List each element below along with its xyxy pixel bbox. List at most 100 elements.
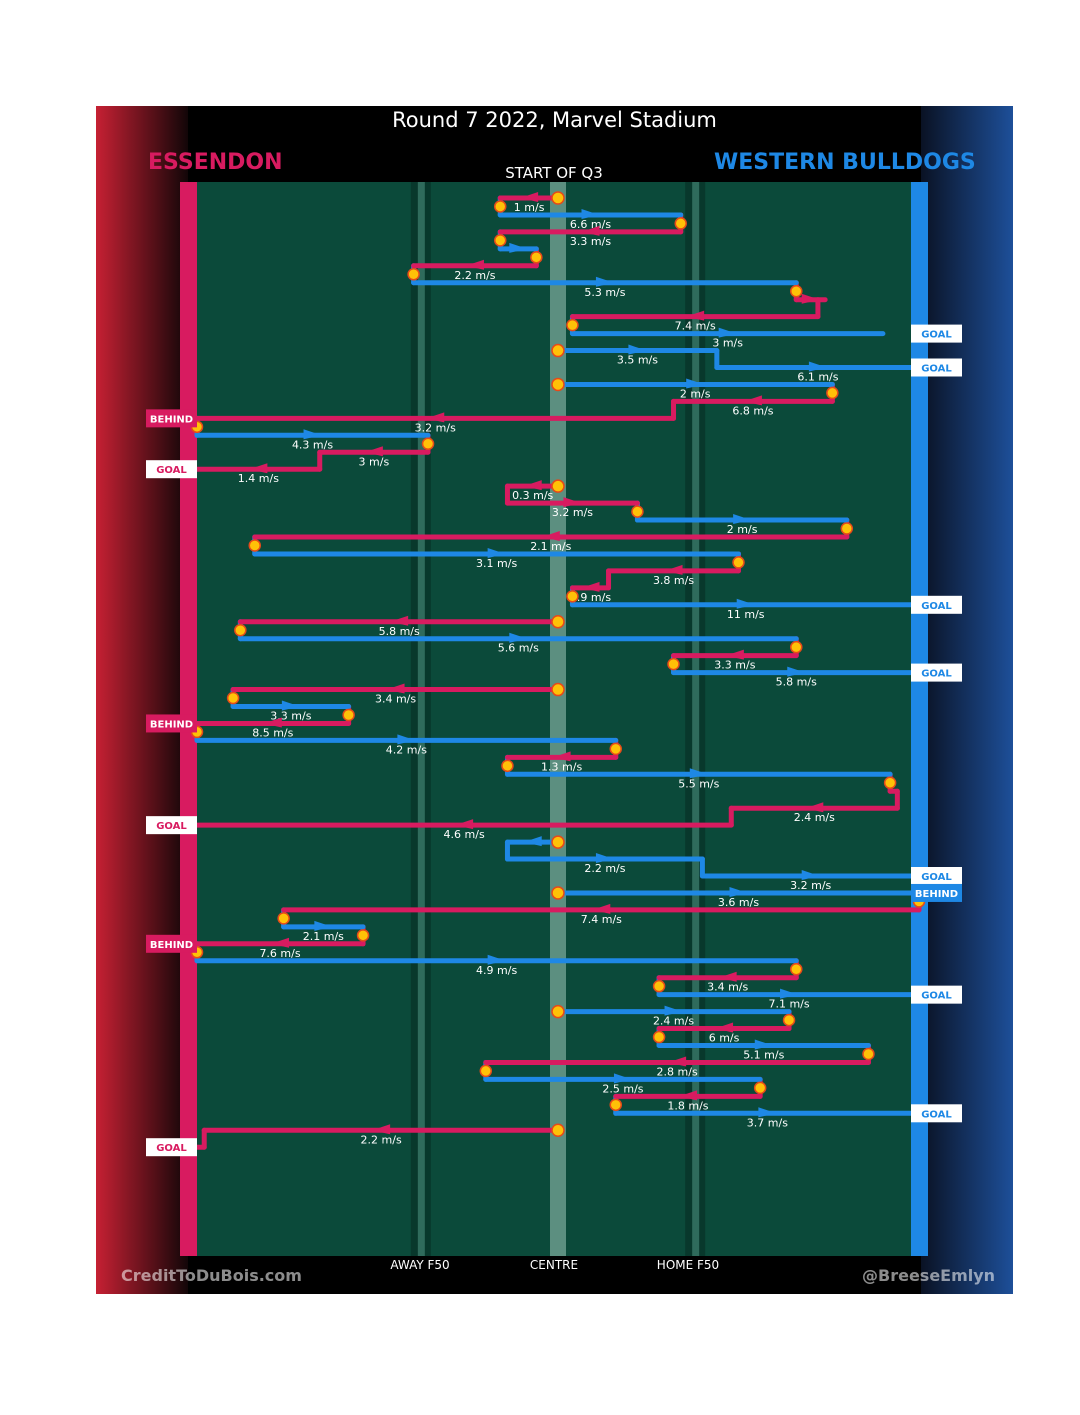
turnover-marker xyxy=(790,962,803,976)
chart-subtitle: START OF Q3 xyxy=(505,164,603,182)
speed-label: 1.8 m/s xyxy=(667,1099,708,1112)
direction-arrow xyxy=(426,412,445,423)
turnover-marker xyxy=(790,640,803,654)
speed-label: 3.5 m/s xyxy=(617,354,658,367)
direction-arrow xyxy=(509,632,528,643)
outcome-tag-goal: GOAL xyxy=(921,669,952,680)
speed-label: 3.6 m/s xyxy=(718,896,759,909)
speed-label: 3.2 m/s xyxy=(790,879,831,892)
turnover-marker xyxy=(826,386,839,400)
direction-arrow xyxy=(509,242,528,253)
turnover-marker xyxy=(277,912,290,925)
restart-marker xyxy=(551,377,565,392)
direction-arrow xyxy=(628,344,647,355)
x-tick-home-f50: HOME F50 xyxy=(656,1258,720,1272)
speed-label: 7.4 m/s xyxy=(581,913,622,926)
speed-label: 5.6 m/s xyxy=(498,642,539,655)
speed-label: 3.4 m/s xyxy=(375,693,416,706)
direction-arrow xyxy=(303,429,322,440)
speed-label: 2.2 m/s xyxy=(454,269,495,282)
speed-label: 3.4 m/s xyxy=(707,981,748,994)
speed-label: 4.6 m/s xyxy=(444,828,485,841)
direction-arrow xyxy=(715,1022,734,1033)
speed-label: 6 m/s xyxy=(709,1032,740,1045)
chart-poster: 1 m/s 6.6 m/s 3.3 m/s 2.2 m/s 5.3 m/s 7.4 m/s… xyxy=(96,106,1013,1294)
direction-arrow xyxy=(805,802,824,813)
direction-arrow xyxy=(552,751,571,762)
outcome-tag-goal: GOAL xyxy=(156,821,187,832)
outcome-tag-box xyxy=(146,934,197,953)
speed-label: 7.4 m/s xyxy=(675,320,716,333)
speed-label: 6.8 m/s xyxy=(732,404,773,417)
restart-marker xyxy=(551,1123,565,1137)
direction-arrow xyxy=(595,853,614,864)
credit-right: @BreeseEmlyn xyxy=(862,1266,996,1285)
turnover-marker xyxy=(407,268,420,281)
restart-marker xyxy=(551,343,565,358)
speed-label: 2.4 m/s xyxy=(794,811,835,824)
home-f50-line xyxy=(692,182,700,1256)
outcome-tag-behind: BEHIND xyxy=(150,719,193,730)
speed-label: 0.3 m/s xyxy=(512,489,553,502)
turnover-marker xyxy=(609,1098,623,1112)
direction-arrow xyxy=(487,547,506,558)
direction-arrow xyxy=(780,988,799,999)
restart-marker xyxy=(551,886,565,900)
direction-arrow xyxy=(801,870,820,880)
turnover-marker xyxy=(652,1030,666,1044)
speed-label: 7.1 m/s xyxy=(768,998,809,1011)
direction-arrow xyxy=(718,327,737,338)
turnover-marker xyxy=(862,1047,875,1061)
direction-arrow xyxy=(689,768,708,779)
speed-label: 4.9 m/s xyxy=(476,964,517,977)
speed-label: 3.1 m/s xyxy=(476,557,517,570)
centre-band xyxy=(550,182,566,1256)
direction-arrow xyxy=(595,276,614,287)
outcome-tag-box xyxy=(146,1138,197,1157)
speed-label: 5.8 m/s xyxy=(776,676,817,689)
credit-left: CreditToDuBois.com xyxy=(121,1266,302,1285)
speed-label: 3 m/s xyxy=(712,337,743,350)
direction-arrow xyxy=(664,1005,683,1016)
speed-label: 2.2 m/s xyxy=(361,1133,402,1146)
direction-arrow xyxy=(718,971,737,982)
direction-arrow xyxy=(733,514,752,525)
speed-label: 2 m/s xyxy=(680,387,711,400)
speed-label: 3 m/s xyxy=(359,455,390,468)
direction-arrow xyxy=(263,717,282,728)
turnover-marker xyxy=(782,1013,796,1027)
direction-arrow xyxy=(581,225,600,236)
outcome-tag-box xyxy=(911,883,962,902)
direction-arrow xyxy=(372,1124,391,1135)
outcome-tag-box xyxy=(146,714,197,733)
outcome-tag-goal: GOAL xyxy=(156,1143,187,1154)
direction-arrow xyxy=(754,1039,773,1050)
chart-title: Round 7 2022, Marvel Stadium xyxy=(392,108,717,132)
direction-arrow xyxy=(465,259,484,270)
outcome-tag-behind: BEHIND xyxy=(915,889,958,900)
direction-arrow xyxy=(592,903,611,914)
outcome-tag-box xyxy=(146,460,197,479)
speed-label: 5.3 m/s xyxy=(584,286,625,299)
direction-arrow xyxy=(743,395,762,406)
direction-arrow xyxy=(686,310,705,321)
speed-label: 7.6 m/s xyxy=(259,947,300,960)
outcome-tag-box xyxy=(911,867,962,885)
speed-label: 2.5 m/s xyxy=(602,1082,643,1095)
direction-arrow xyxy=(668,1056,687,1067)
direction-arrow xyxy=(281,700,300,711)
turnover-marker xyxy=(753,1081,767,1095)
turnover-marker xyxy=(667,657,680,671)
restart-marker xyxy=(551,682,565,697)
turnover-marker xyxy=(356,929,370,942)
outcome-tag-box xyxy=(911,663,962,682)
outcome-tag-box xyxy=(911,358,962,377)
turnover-marker xyxy=(421,437,435,451)
direction-arrow xyxy=(520,192,539,202)
bulldogs-goal-line xyxy=(911,182,928,1256)
turnover-marker xyxy=(883,776,897,790)
direction-arrow xyxy=(271,937,290,948)
restart-marker xyxy=(551,835,565,849)
speed-label: 3.2 m/s xyxy=(415,421,456,434)
direction-arrow xyxy=(455,819,474,830)
